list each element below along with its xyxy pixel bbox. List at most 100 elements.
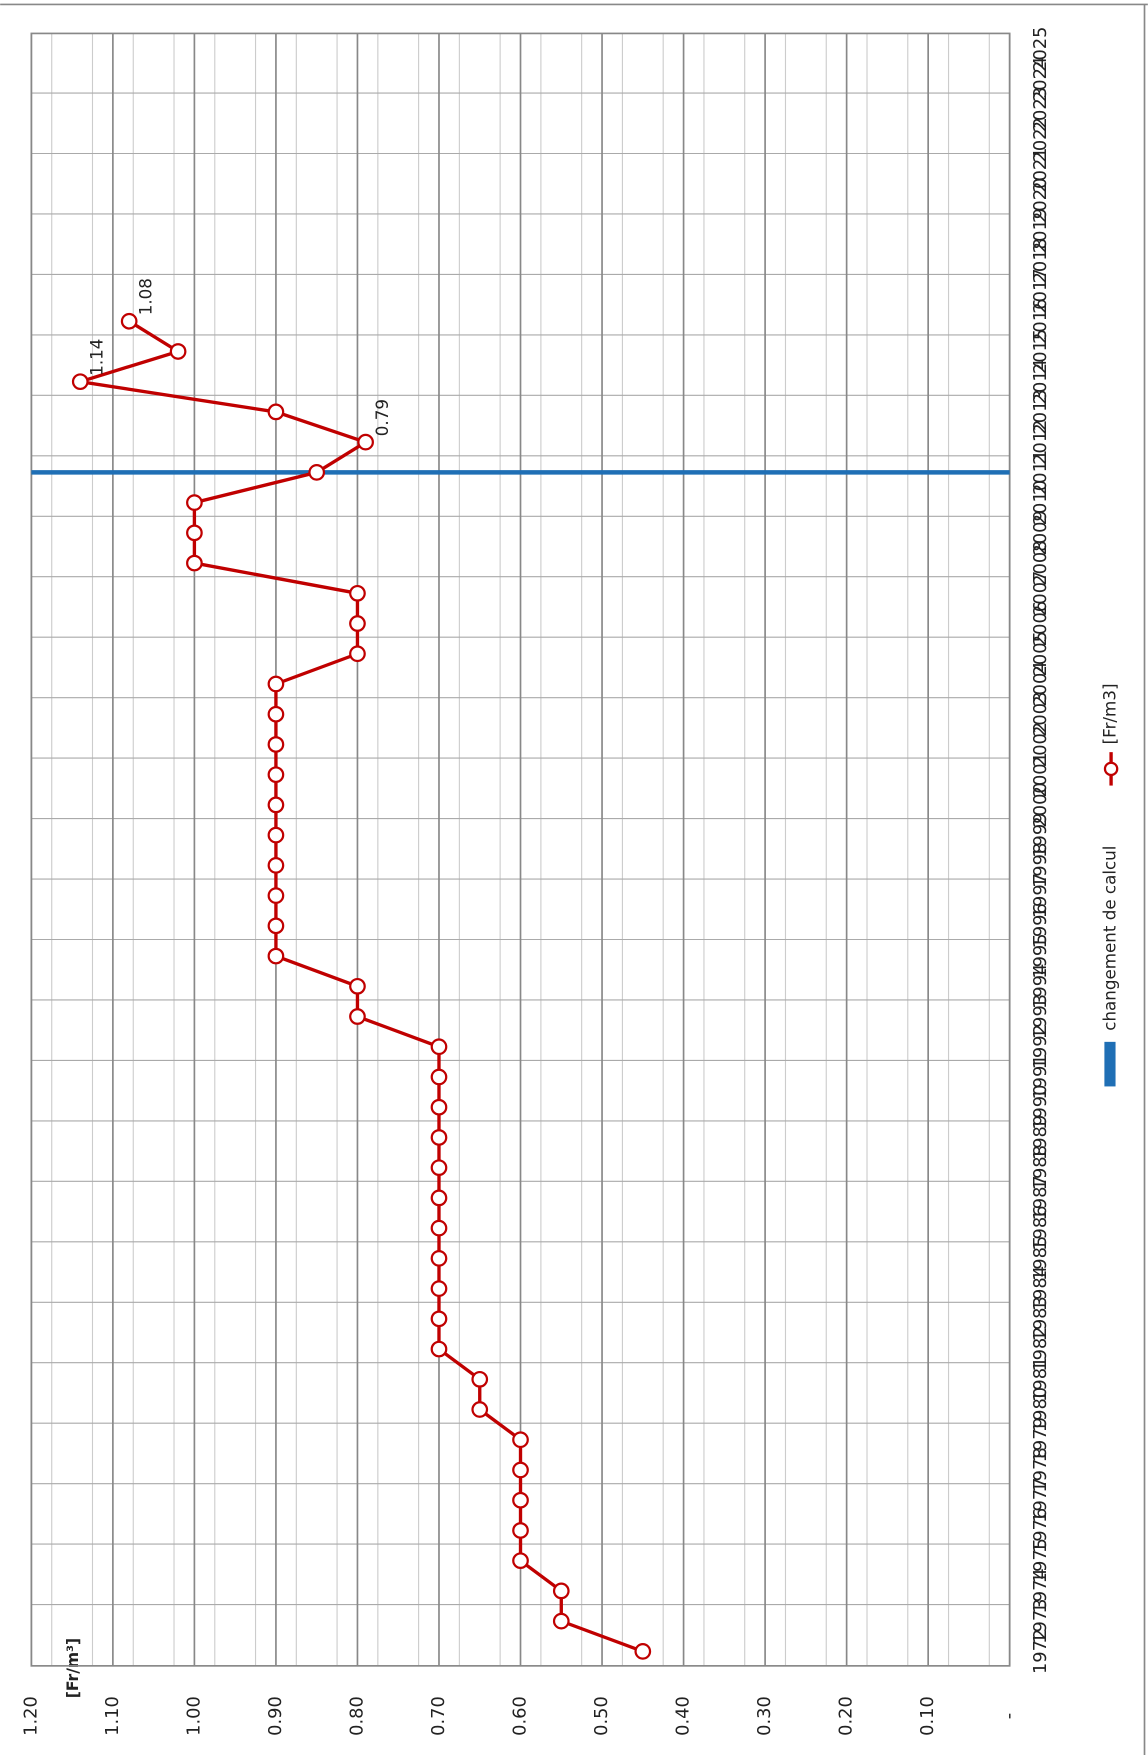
y-tick-label: 0.30 (754, 1696, 775, 1736)
x-tick-label: 2013 (1030, 389, 1051, 434)
x-tick-label: 1995 (1030, 933, 1051, 978)
point (512, 1491, 529, 1509)
point (349, 977, 366, 995)
point (267, 403, 285, 421)
x-tick-label: 2019 (1030, 208, 1051, 253)
point (512, 1522, 529, 1539)
y-tick-label: 0.50 (591, 1696, 612, 1736)
x-tick-label: 1997 (1030, 873, 1051, 918)
point (552, 1612, 570, 1630)
point (471, 1401, 489, 1418)
x-tick-label: 2017 (1030, 268, 1051, 313)
x-tick-label: 1982 (1030, 1326, 1051, 1371)
axis-title: [Fr/m³] (64, 1638, 82, 1698)
point (430, 1340, 448, 1358)
point (267, 705, 285, 723)
x-tick-label: 1978 (1030, 1447, 1051, 1492)
point (267, 887, 285, 904)
point (71, 373, 89, 391)
point (186, 554, 203, 572)
point (471, 1370, 489, 1388)
point (430, 1310, 448, 1328)
legend-swatch (1104, 1041, 1116, 1087)
x-tick-label: 1992 (1030, 1024, 1051, 1069)
x-tick-label: 1989 (1030, 1115, 1051, 1160)
point (430, 1129, 448, 1146)
point (120, 312, 138, 330)
x-tick-label: 2004 (1030, 661, 1051, 706)
x-tick-label: 2007 (1030, 571, 1051, 616)
y-tick-label: 1.00 (183, 1696, 204, 1736)
x-tick-label: 1976 (1030, 1508, 1051, 1553)
y-tick-label: 1.20 (20, 1696, 41, 1736)
point (267, 826, 285, 844)
x-tick-label: 2024 (1030, 57, 1051, 102)
x-tick-label: 1977 (1030, 1478, 1051, 1523)
x-tick-label: 1972 (1030, 1629, 1051, 1674)
point (357, 433, 374, 451)
y-tick-label: - (999, 1713, 1020, 1719)
x-tick-label: 1974 (1030, 1568, 1051, 1613)
x-tick-label: 1975 (1030, 1538, 1051, 1583)
plot-border (30, 32, 1011, 1667)
x-tick-label: 2012 (1030, 419, 1051, 464)
x-tick-label: 1999 (1030, 812, 1051, 857)
x-tick-label: 2022 (1030, 117, 1051, 162)
point (186, 524, 203, 542)
x-tick-label: 2025 (1030, 26, 1051, 71)
x-tick-label: 2010 (1030, 480, 1051, 525)
legend-label: changement de calcul (1100, 846, 1120, 1031)
legend-marker (1103, 761, 1119, 777)
point (430, 1098, 448, 1116)
point (430, 1038, 448, 1056)
point (430, 1159, 448, 1177)
x-tick-label: 2014 (1030, 359, 1051, 404)
x-tick-label: 1985 (1030, 1236, 1051, 1281)
x-tick-label: 1983 (1030, 1296, 1051, 1341)
y-tick-label: 1.10 (102, 1696, 123, 1736)
point (267, 947, 285, 965)
x-tick-label: 1998 (1030, 843, 1051, 888)
x-tick-label: 1996 (1030, 903, 1051, 948)
data-label: 1.14 (87, 339, 107, 376)
x-tick-label: 2015 (1030, 329, 1051, 374)
point (267, 796, 285, 814)
x-tick-label: 1980 (1030, 1387, 1051, 1432)
y-tick-label: 0.60 (510, 1696, 531, 1736)
y-tick-label: 0.20 (836, 1696, 857, 1736)
x-tick-label: 2016 (1030, 299, 1051, 344)
point (430, 1250, 448, 1267)
x-tick-label: 2006 (1030, 601, 1051, 646)
x-tick-label: 1986 (1030, 1205, 1051, 1250)
data-label: 1.08 (136, 278, 156, 315)
point (430, 1189, 448, 1207)
point (512, 1461, 529, 1479)
x-tick-label: 2005 (1030, 631, 1051, 676)
x-tick-label: 1993 (1030, 994, 1051, 1039)
y-tick-label: 0.10 (917, 1696, 938, 1736)
y-tick-label: 0.90 (265, 1696, 286, 1736)
x-tick-label: 2003 (1030, 692, 1051, 737)
point (552, 1582, 570, 1600)
data-label: 0.79 (372, 399, 392, 436)
point (267, 736, 285, 753)
x-tick-label: 2001 (1030, 752, 1051, 797)
point (267, 857, 285, 874)
x-tick-label: 1991 (1030, 1054, 1051, 1099)
x-tick-label: 1987 (1030, 1175, 1051, 1220)
point (430, 1219, 448, 1237)
point (308, 464, 326, 481)
point (512, 1552, 529, 1570)
x-tick-label: 2011 (1030, 450, 1051, 495)
x-tick-label: 2002 (1030, 722, 1051, 767)
legend-label: [Fr/m3] (1100, 684, 1120, 745)
point (349, 584, 366, 602)
x-tick-label: 1984 (1030, 1266, 1051, 1311)
x-tick-label: 1979 (1030, 1417, 1051, 1462)
point (430, 1068, 448, 1086)
y-tick-label: 0.40 (673, 1696, 694, 1736)
x-tick-label: 2020 (1030, 178, 1051, 223)
point (267, 675, 285, 693)
